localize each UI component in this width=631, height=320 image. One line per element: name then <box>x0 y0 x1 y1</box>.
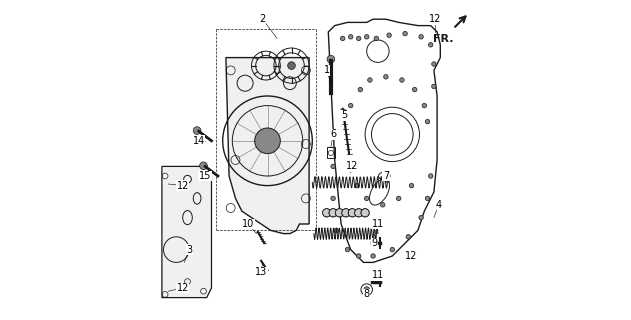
Circle shape <box>413 87 417 92</box>
Circle shape <box>425 196 430 201</box>
Circle shape <box>371 254 375 258</box>
Circle shape <box>357 254 361 258</box>
Text: 12: 12 <box>346 161 358 172</box>
Circle shape <box>410 183 414 188</box>
Text: 9: 9 <box>372 238 378 248</box>
Circle shape <box>288 62 295 69</box>
Circle shape <box>348 35 353 39</box>
Circle shape <box>419 35 423 39</box>
Text: 7: 7 <box>383 171 389 181</box>
Text: 11: 11 <box>372 219 384 229</box>
Circle shape <box>348 209 357 217</box>
Text: 2: 2 <box>259 14 266 24</box>
Polygon shape <box>162 166 211 298</box>
Circle shape <box>365 196 369 201</box>
Circle shape <box>355 209 363 217</box>
Circle shape <box>351 164 356 169</box>
Text: 1: 1 <box>324 65 330 76</box>
Circle shape <box>357 36 361 41</box>
Circle shape <box>396 196 401 201</box>
Text: FR.: FR. <box>433 34 453 44</box>
Text: 15: 15 <box>199 171 211 181</box>
Circle shape <box>428 43 433 47</box>
Circle shape <box>327 55 334 63</box>
Text: 10: 10 <box>242 219 254 229</box>
Circle shape <box>322 209 331 217</box>
Text: 12: 12 <box>177 283 189 293</box>
Circle shape <box>358 87 363 92</box>
Circle shape <box>390 247 394 252</box>
Circle shape <box>419 215 423 220</box>
Circle shape <box>331 196 335 201</box>
Text: 5: 5 <box>341 110 348 120</box>
Circle shape <box>345 247 350 252</box>
Circle shape <box>368 78 372 82</box>
Text: 12: 12 <box>429 14 442 24</box>
Circle shape <box>364 287 370 292</box>
Text: 6: 6 <box>330 129 336 140</box>
Circle shape <box>361 209 369 217</box>
Circle shape <box>380 203 385 207</box>
Polygon shape <box>328 19 440 262</box>
Circle shape <box>255 128 280 154</box>
Circle shape <box>432 62 436 66</box>
Circle shape <box>432 84 436 89</box>
Text: 3: 3 <box>186 244 192 255</box>
Text: 12: 12 <box>177 180 189 191</box>
Circle shape <box>341 36 345 41</box>
Text: 8: 8 <box>363 289 370 300</box>
Circle shape <box>199 162 208 170</box>
Polygon shape <box>226 58 309 234</box>
Circle shape <box>355 183 359 188</box>
Text: 11: 11 <box>372 270 384 280</box>
Circle shape <box>403 31 408 36</box>
Text: 14: 14 <box>192 136 205 146</box>
Circle shape <box>425 119 430 124</box>
Circle shape <box>374 36 379 41</box>
Circle shape <box>384 75 388 79</box>
Circle shape <box>335 209 344 217</box>
Text: 13: 13 <box>255 267 267 277</box>
Circle shape <box>428 174 433 178</box>
Text: 12: 12 <box>405 251 418 261</box>
Circle shape <box>387 33 391 37</box>
Circle shape <box>342 209 350 217</box>
Circle shape <box>399 78 404 82</box>
Circle shape <box>331 164 335 169</box>
Circle shape <box>406 235 411 239</box>
Circle shape <box>329 209 337 217</box>
Circle shape <box>334 228 339 233</box>
Circle shape <box>193 127 201 134</box>
Text: 4: 4 <box>435 200 442 210</box>
Circle shape <box>422 103 427 108</box>
Circle shape <box>348 103 353 108</box>
Circle shape <box>365 35 369 39</box>
